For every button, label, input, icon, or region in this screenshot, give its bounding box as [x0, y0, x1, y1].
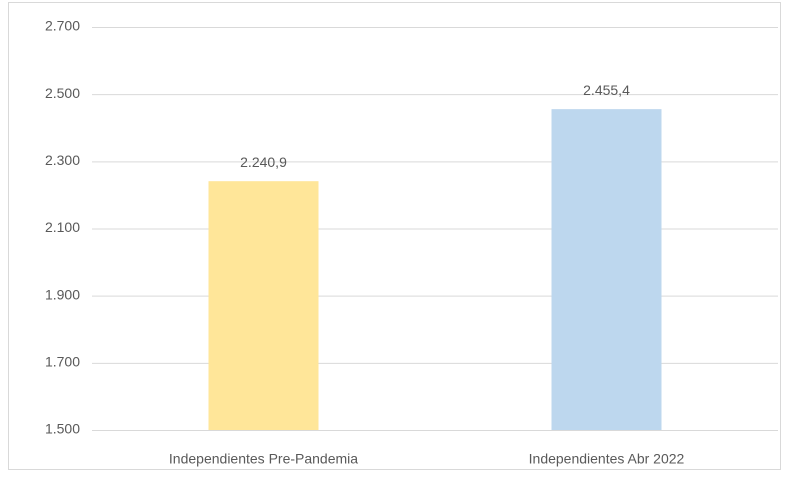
y-tick-label: 2.300	[45, 152, 80, 168]
y-tick-label: 2.700	[45, 18, 80, 34]
x-tick-label: Independientes Abr 2022	[529, 451, 685, 467]
x-tick-label: Independientes Pre-Pandemia	[169, 451, 358, 467]
bar	[551, 109, 662, 430]
y-tick-label: 2.500	[45, 85, 80, 101]
y-tick-label: 1.900	[45, 286, 80, 302]
bar	[208, 181, 319, 430]
y-tick-label: 1.700	[45, 354, 80, 370]
y-tick-label: 1.500	[45, 421, 80, 437]
chart-border	[8, 2, 781, 470]
value-label: 2.455,4	[583, 82, 630, 98]
y-tick-label: 2.100	[45, 219, 80, 235]
value-label: 2.240,9	[240, 154, 287, 170]
